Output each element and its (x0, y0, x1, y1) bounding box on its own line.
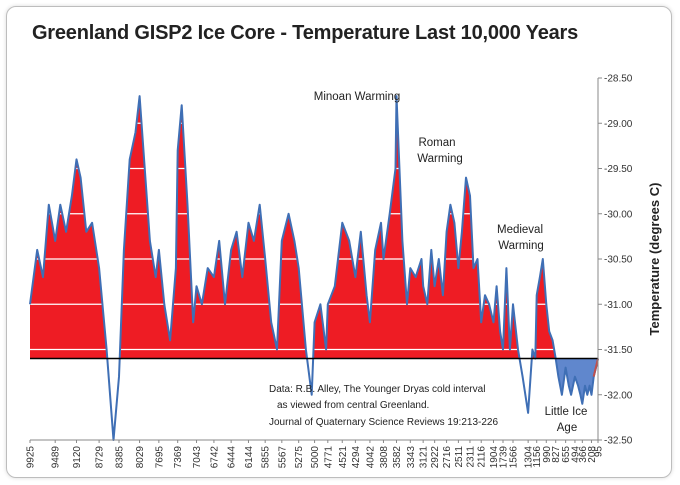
annotation-label: Age (557, 422, 577, 434)
annotation-label: Warming (417, 153, 463, 165)
x-tick-label: 655 (561, 446, 572, 463)
source-note-line: Journal of Quaternary Science Reviews 19… (269, 417, 498, 428)
x-tick-label: 5855 (261, 446, 272, 469)
x-tick-label: 1156 (532, 446, 543, 468)
x-tick-label: 9120 (72, 446, 83, 469)
x-tick-label: 5567 (277, 446, 288, 469)
chart-frame (6, 6, 672, 478)
y-tick-label: -29.50 (604, 164, 633, 175)
temperature-line (29, 95, 599, 441)
x-tick-label: 2116 (477, 446, 488, 468)
x-tick-label: 95 (594, 446, 605, 458)
x-tick-label: 1904 (489, 446, 500, 469)
x-tick-label: 5000 (310, 446, 321, 469)
annotation-label: Medieval (497, 224, 543, 236)
chart-title: Greenland GISP2 Ice Core - Temperature L… (31, 22, 579, 44)
x-tick-label: 2511 (454, 446, 465, 468)
recent-warming-segment (592, 358, 599, 377)
line-layer (29, 95, 599, 441)
x-tick-label: 5275 (294, 446, 305, 469)
x-tick-label: 8029 (135, 446, 146, 469)
x-tick-label: 2922 (430, 446, 441, 469)
x-tick-label: 9489 (51, 446, 62, 469)
x-tick-label: 3121 (419, 446, 430, 469)
little-ice-age-fill (552, 358, 598, 404)
annotation-label: Roman (418, 137, 455, 149)
annotation-label: Minoan Warming (314, 91, 401, 103)
text-layer: Temperature (degrees C) Minoan Warming Rom… (269, 91, 662, 434)
x-tick-label: 4521 (338, 446, 349, 469)
x-tick-label: 1566 (509, 446, 520, 469)
y-tick-label: -31.50 (604, 345, 633, 356)
x-tick-label: 4771 (323, 446, 334, 469)
x-tick-label: 1739 (499, 446, 510, 469)
x-tick-label: 6742 (209, 446, 220, 469)
x-tick-label: 2716 (442, 446, 453, 469)
x-tick-label: 366 (578, 446, 589, 463)
y-tick-label: -30.00 (604, 209, 633, 220)
source-note-line: as viewed from central Greenland. (277, 400, 429, 411)
x-tick-label: 1304 (524, 446, 535, 469)
x-tick-label: 494 (570, 446, 581, 463)
y-tick-label: -29.00 (604, 119, 633, 130)
y-tick-label: -32.50 (604, 436, 633, 447)
annotation-label: Warming (498, 240, 544, 252)
x-tick-label: 9925 (26, 446, 37, 469)
x-tick-label: 827 (551, 446, 562, 463)
y-tick-label: -30.50 (604, 255, 633, 266)
axis-layer: -28.50 -29.00 -29.50 -30.00 -30.50 -31.00 -31.… (26, 74, 633, 469)
x-tick-label: 4294 (351, 446, 362, 469)
x-tick-label: 4042 (365, 446, 376, 469)
source-note-line: Data: R.B. Alley, The Younger Dryas cold… (269, 384, 485, 395)
x-tick-label: 3343 (406, 446, 417, 469)
x-tick-label: 7043 (192, 446, 203, 469)
y-tick-label: -32.00 (604, 390, 633, 401)
x-tick-label: 8729 (95, 446, 106, 469)
x-tick-label: 3582 (392, 446, 403, 469)
x-tick-label: 990 (542, 446, 553, 463)
x-tick-label: 6444 (227, 446, 238, 469)
x-tick-label: 6144 (244, 446, 255, 469)
y-axis-title: Temperature (degrees C) (647, 183, 662, 336)
x-tick-label: 2311 (466, 446, 477, 468)
x-tick-label: 8385 (115, 446, 126, 469)
x-tick-label: 7695 (154, 446, 165, 469)
x-tick-label: 208 (587, 446, 598, 463)
y-tick-label: -28.50 (604, 74, 633, 85)
annotation-label: Little Ice (545, 406, 588, 418)
y-tick-label: -31.00 (604, 300, 633, 311)
x-tick-label: 3808 (379, 446, 390, 469)
x-tick-label: 7369 (173, 446, 184, 469)
